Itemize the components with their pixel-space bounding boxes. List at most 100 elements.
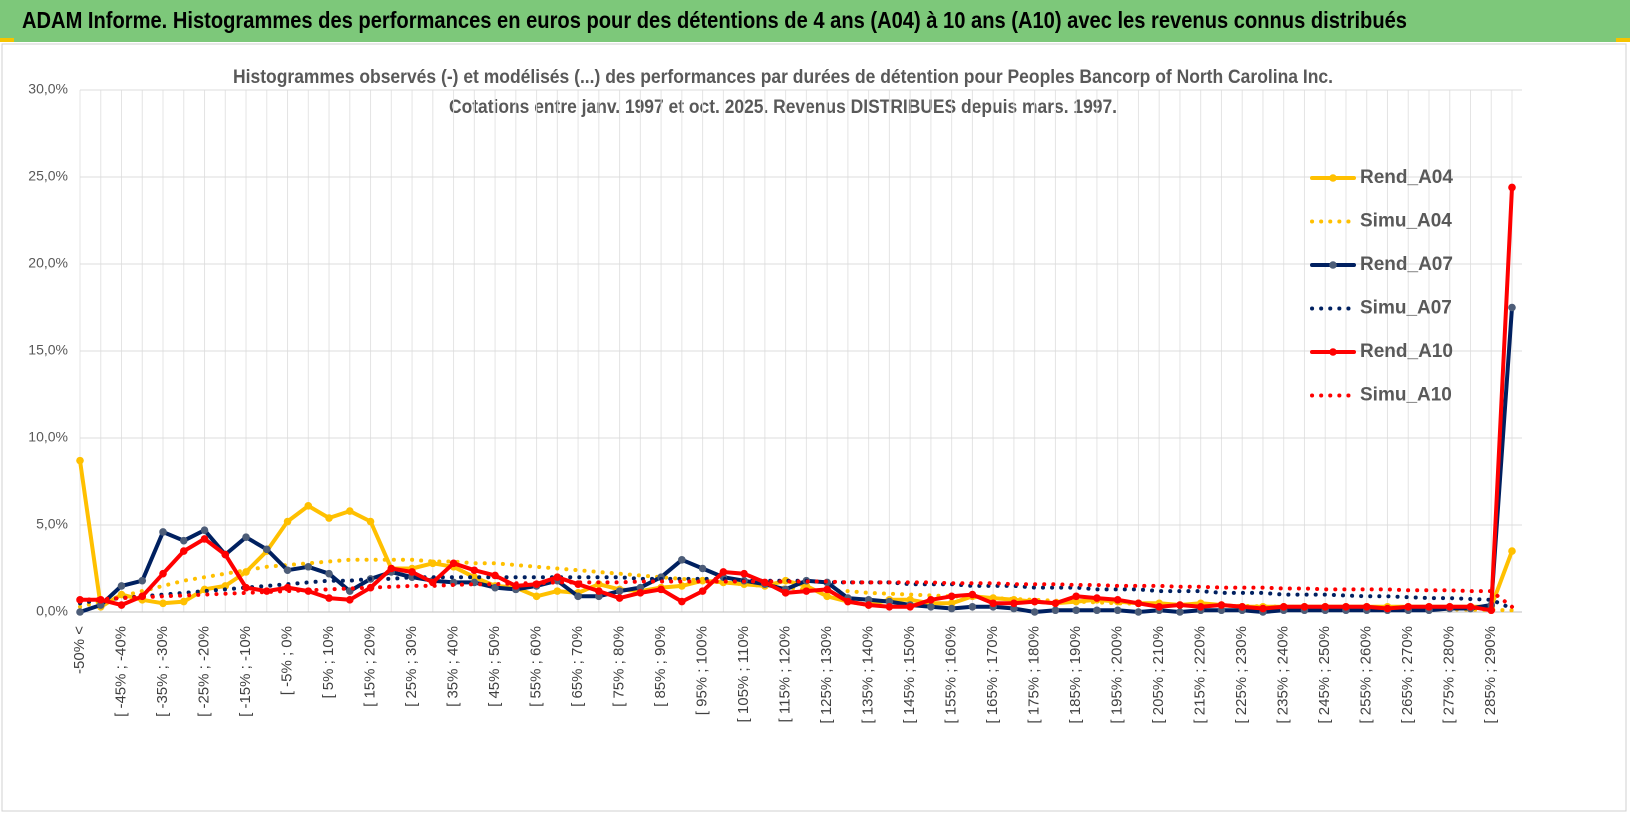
point — [906, 596, 914, 604]
point — [1176, 608, 1184, 616]
point — [1051, 606, 1060, 615]
point — [1134, 599, 1143, 608]
x-tick-label: [ 165% ; 170% — [984, 626, 1001, 724]
x-tick-label: -50% < — [71, 626, 88, 674]
legend-label: Simu_A10 — [1360, 385, 1452, 406]
point — [864, 601, 873, 609]
point — [1508, 183, 1516, 192]
point — [1072, 606, 1080, 615]
point — [1113, 606, 1122, 615]
point — [1321, 602, 1330, 611]
y-tick-label: 10,0% — [28, 429, 68, 445]
x-tick-label: [ 265% ; 270% — [1399, 626, 1416, 724]
observed-line — [78, 305, 1514, 614]
point — [242, 533, 250, 541]
x-tick-label: [ 115% ; 120% — [777, 626, 794, 722]
point — [159, 599, 167, 608]
point — [179, 547, 188, 555]
point — [242, 583, 250, 592]
point — [1155, 602, 1163, 611]
header-title: ADAM Informe. Histogrammes des performan… — [22, 7, 1407, 33]
point — [678, 582, 686, 590]
point — [844, 597, 852, 606]
legend-marker — [1329, 348, 1337, 356]
point — [366, 517, 375, 526]
point — [927, 602, 935, 611]
x-tick-label: [ -25% ; -20% — [195, 626, 212, 717]
point — [947, 599, 956, 608]
x-tick-label: [ 65% ; 70% — [569, 626, 586, 707]
x-tick-label: [ 175% ; 180% — [1026, 626, 1043, 724]
point — [574, 592, 582, 601]
header-bar — [0, 0, 1630, 42]
x-tick-label: [ 145% ; 150% — [901, 626, 918, 724]
point — [1445, 602, 1454, 611]
point — [864, 596, 873, 604]
point — [1030, 608, 1039, 616]
point — [823, 585, 831, 594]
chart-subtitle: Cotations entre janv. 1997 et oct. 2025.… — [449, 97, 1117, 118]
point — [159, 528, 167, 536]
x-tick-label: [ 95% ; 100% — [694, 626, 711, 715]
point — [1342, 602, 1350, 611]
x-tick-label: [ 5% ; 10% — [320, 626, 337, 699]
point — [1072, 592, 1080, 601]
point — [885, 597, 894, 606]
point — [345, 596, 354, 604]
legend-label: Rend_A04 — [1360, 167, 1453, 188]
point — [1196, 602, 1205, 611]
x-tick-label: [ 15% ; 20% — [362, 626, 379, 707]
point — [636, 589, 645, 597]
point — [595, 592, 603, 601]
x-tick-label: [ 135% ; 140% — [860, 626, 877, 724]
legend-label: Rend_A10 — [1360, 341, 1453, 362]
point — [179, 597, 188, 606]
point — [470, 573, 479, 581]
point — [1217, 606, 1226, 615]
x-tick-label: [ 275% ; 280% — [1441, 626, 1458, 724]
x-tick-label: [ -35% ; -30% — [154, 626, 171, 717]
point — [595, 587, 603, 595]
x-tick-label: [ 125% ; 130% — [818, 626, 835, 724]
point — [117, 601, 126, 609]
point — [927, 596, 935, 604]
x-tick-label: [ 255% ; 260% — [1358, 626, 1375, 724]
y-tick-label: 15,0% — [28, 342, 68, 358]
x-tick-label: [ 25% ; 30% — [403, 626, 420, 707]
x-tick-label: [ 155% ; 160% — [943, 626, 960, 724]
x-tick-label: [ 205% ; 210% — [1150, 626, 1167, 724]
point — [117, 582, 126, 590]
point — [1404, 602, 1413, 611]
point — [76, 456, 84, 465]
point — [1279, 602, 1288, 611]
point — [698, 564, 707, 573]
point — [1134, 608, 1143, 616]
point — [200, 535, 209, 543]
point — [1259, 604, 1267, 613]
x-tick-label: [ -45% ; -40% — [112, 626, 129, 717]
point — [740, 569, 748, 578]
point — [802, 582, 811, 590]
point — [159, 569, 167, 578]
y-tick-label: 5,0% — [36, 516, 68, 532]
point — [968, 590, 977, 599]
point — [906, 602, 914, 611]
point — [262, 587, 271, 595]
point — [470, 566, 479, 575]
point — [408, 573, 416, 581]
point — [325, 594, 333, 602]
point — [947, 604, 956, 613]
point — [1425, 602, 1433, 611]
point — [345, 507, 354, 515]
point — [615, 587, 624, 595]
point — [138, 576, 147, 585]
point — [1113, 596, 1122, 604]
point — [781, 576, 790, 585]
point — [1300, 602, 1309, 611]
point — [1466, 602, 1475, 611]
x-tick-label: [ -15% ; -10% — [237, 626, 254, 717]
point — [1010, 604, 1018, 613]
point — [221, 582, 230, 590]
x-tick-label: [ 85% ; 90% — [652, 626, 669, 707]
point — [283, 566, 292, 575]
